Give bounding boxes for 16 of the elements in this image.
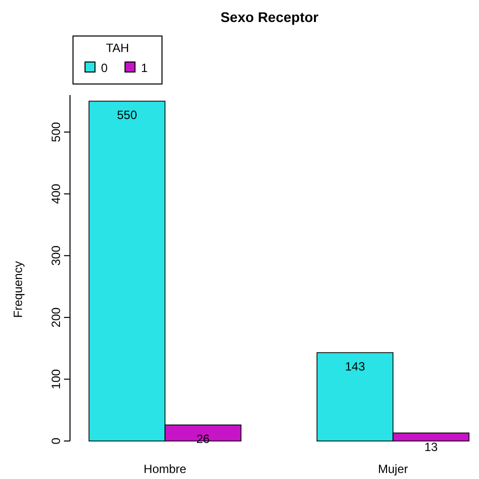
y-tick-label: 0: [49, 437, 63, 444]
y-axis-title: Frequency: [11, 261, 25, 318]
y-tick-label: 400: [49, 184, 63, 204]
legend-title: TAH: [106, 41, 130, 55]
y-tick-label: 200: [49, 307, 63, 328]
y-tick-label: 500: [49, 122, 63, 142]
data-label: 13: [424, 440, 438, 454]
data-label: 143: [344, 360, 366, 374]
x-tick-label: Hombre: [144, 462, 187, 476]
legend-label: 1: [141, 61, 148, 75]
data-label: 550: [116, 108, 138, 122]
x-tick-label: Mujer: [378, 462, 408, 476]
y-tick-label: 100: [49, 368, 63, 390]
y-tick-label: 300: [49, 245, 63, 266]
legend-label: 0: [101, 61, 108, 75]
chart-title: Sexo Receptor: [220, 9, 320, 25]
